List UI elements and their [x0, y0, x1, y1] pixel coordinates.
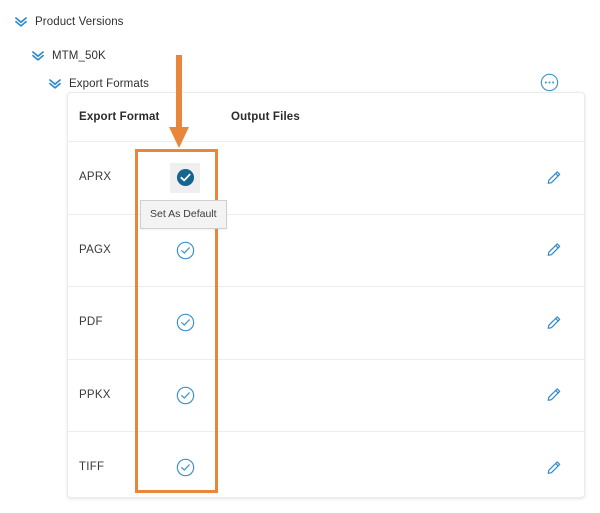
- cell-set-default[interactable]: [164, 142, 206, 214]
- double-chevron-down-icon[interactable]: [48, 77, 62, 91]
- edit-row-button[interactable]: [539, 142, 569, 214]
- set-as-default-button[interactable]: [170, 380, 200, 410]
- pencil-icon[interactable]: [545, 386, 563, 404]
- edit-row-button[interactable]: [539, 287, 569, 359]
- more-options-button[interactable]: [540, 73, 559, 92]
- cell-export-format: PAGX: [79, 243, 112, 256]
- table-row: TIFF: [68, 432, 584, 504]
- check-circle-filled-icon[interactable]: [176, 168, 195, 187]
- tooltip-set-as-default: Set As Default: [140, 200, 227, 229]
- pencil-icon[interactable]: [545, 314, 563, 332]
- check-circle-outline-icon[interactable]: [176, 313, 195, 332]
- table-row: APRX: [68, 142, 584, 215]
- pencil-icon[interactable]: [545, 169, 563, 187]
- tree-item-export-formats[interactable]: Export Formats: [48, 73, 149, 95]
- edit-row-button[interactable]: [539, 215, 569, 287]
- cell-export-format: APRX: [79, 171, 112, 183]
- edit-row-button[interactable]: [539, 360, 569, 432]
- set-as-default-button[interactable]: [170, 162, 200, 193]
- tree-item-label: MTM_50K: [52, 50, 106, 62]
- check-circle-outline-icon[interactable]: [176, 458, 195, 477]
- cell-export-format: TIFF: [79, 461, 105, 473]
- cell-set-default[interactable]: [164, 432, 206, 504]
- table-header-row: Export Format Output Files: [68, 93, 584, 142]
- edit-row-button[interactable]: [539, 432, 569, 504]
- table-row: PAGX: [68, 215, 584, 287]
- check-circle-outline-icon[interactable]: [176, 386, 195, 405]
- cell-set-default[interactable]: [164, 215, 206, 287]
- cell-set-default[interactable]: [164, 360, 206, 432]
- double-chevron-down-icon[interactable]: [14, 15, 28, 29]
- double-chevron-down-icon[interactable]: [31, 49, 45, 63]
- set-as-default-button[interactable]: [170, 308, 200, 338]
- set-as-default-button[interactable]: [170, 235, 200, 265]
- table-row: PDF: [68, 287, 584, 360]
- check-circle-outline-icon[interactable]: [176, 241, 195, 260]
- export-formats-table-card: Export Format Output Files APRX PAGX: [67, 92, 585, 498]
- tree-item-label: Product Versions: [35, 16, 124, 28]
- ellipsis-circle-icon[interactable]: [540, 73, 559, 92]
- table-row: PPKX: [68, 360, 584, 432]
- cell-export-format: PDF: [79, 316, 103, 328]
- tree-item-mtm-50k[interactable]: MTM_50K: [31, 45, 106, 67]
- pencil-icon[interactable]: [545, 459, 563, 477]
- tree-item-product-versions[interactable]: Product Versions: [14, 11, 124, 33]
- cell-set-default[interactable]: [164, 287, 206, 359]
- column-header-output-files: Output Files: [231, 111, 300, 123]
- pencil-icon[interactable]: [545, 241, 563, 259]
- set-as-default-button[interactable]: [170, 453, 200, 483]
- cell-export-format: PPKX: [79, 388, 111, 401]
- column-header-export-format: Export Format: [79, 111, 160, 123]
- tree-item-label: Export Formats: [69, 78, 150, 90]
